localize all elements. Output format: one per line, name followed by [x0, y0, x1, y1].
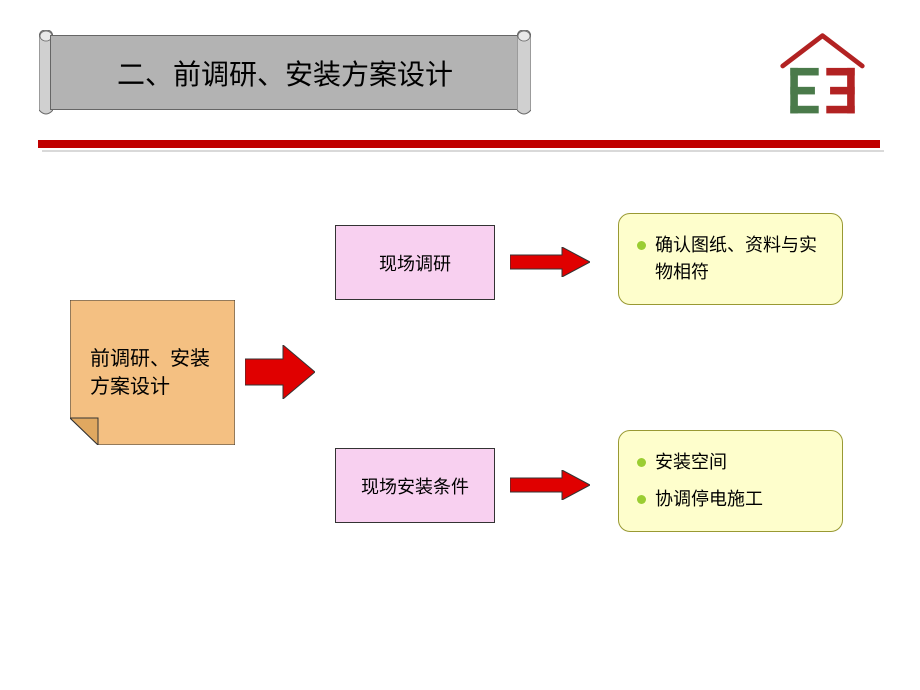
- pink-box-research: 现场调研: [335, 225, 495, 300]
- bullet-item: 确认图纸、资料与实物相符: [633, 232, 826, 286]
- arrow-small-1-icon: [510, 247, 590, 277]
- sticky-note: 前调研、安装方案设计: [70, 300, 235, 445]
- pink-box-text: 现场调研: [379, 250, 451, 276]
- title-banner: 二、前调研、安装方案设计: [50, 35, 520, 110]
- arrow-small-2-icon: [510, 470, 590, 500]
- yellow-box-2: 安装空间 协调停电施工: [618, 430, 843, 532]
- arrow-big-icon: [245, 345, 315, 399]
- scroll-end-right: [517, 30, 531, 115]
- sticky-note-text: 前调研、安装方案设计: [70, 345, 235, 401]
- accent-bar-shadow: [42, 150, 884, 152]
- accent-bar: [38, 140, 880, 148]
- bullet-item: 安装空间: [633, 449, 826, 476]
- pink-box-text: 现场安装条件: [361, 473, 469, 499]
- title-text: 二、前调研、安装方案设计: [117, 53, 453, 93]
- house-logo-icon: [775, 30, 870, 120]
- bullet-item: 协调停电施工: [633, 486, 826, 513]
- yellow-box-1: 确认图纸、资料与实物相符: [618, 213, 843, 305]
- pink-box-install-condition: 现场安装条件: [335, 448, 495, 523]
